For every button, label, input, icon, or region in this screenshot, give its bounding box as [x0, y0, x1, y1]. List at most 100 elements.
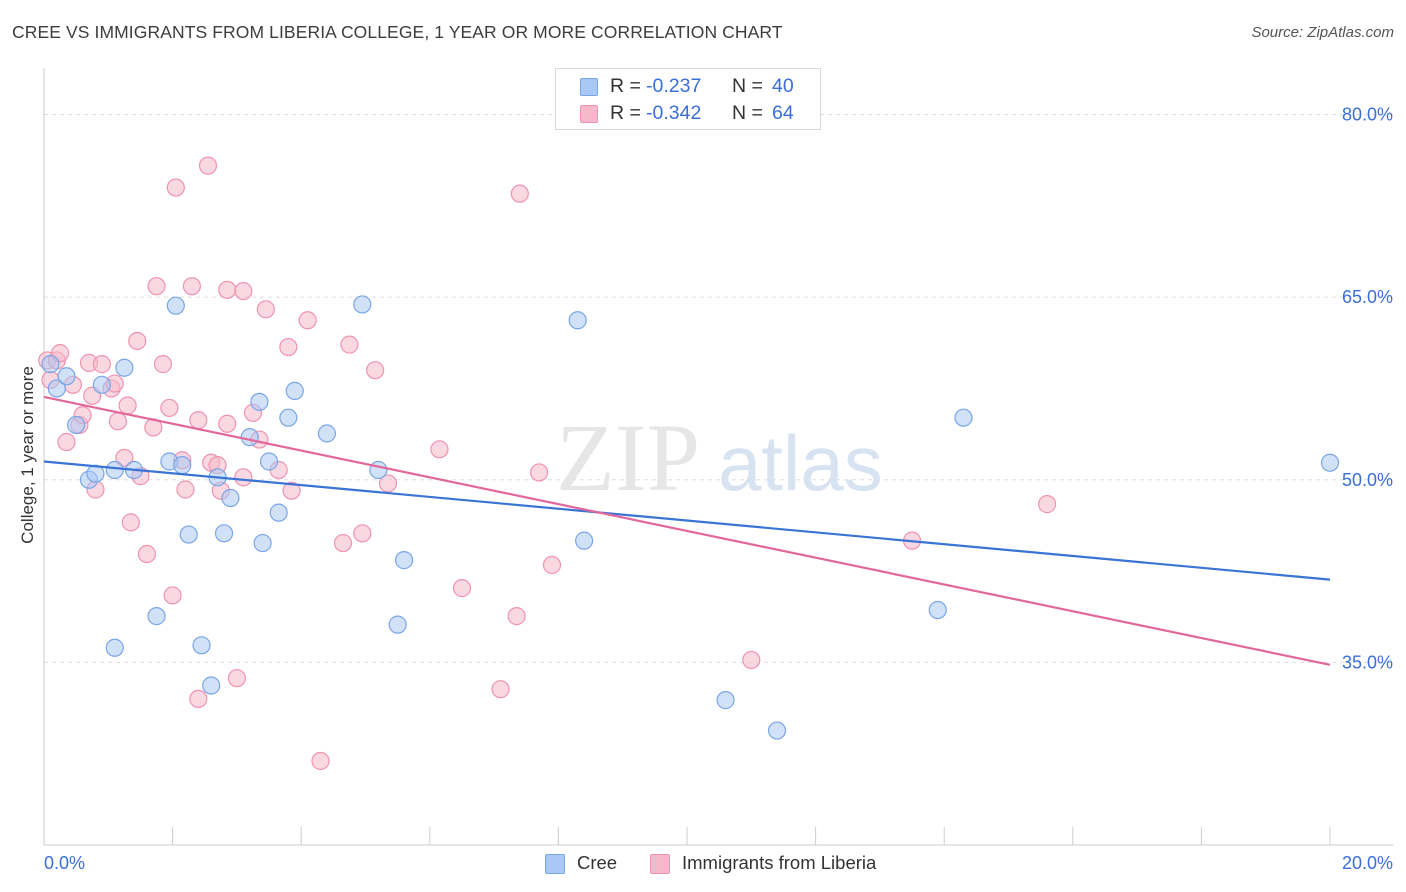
cree-point — [179, 525, 198, 544]
liberia-point — [218, 280, 237, 299]
cree-point — [1320, 453, 1340, 472]
series-liberia-points — [38, 156, 1057, 771]
grid-layer — [44, 114, 1393, 663]
liberia-point — [108, 412, 128, 431]
liberia-point — [279, 337, 298, 357]
liberia-point — [153, 355, 173, 374]
liberia-point — [198, 156, 218, 175]
liberia-swatch — [580, 105, 598, 123]
cree-point — [259, 452, 279, 471]
liberia-point — [115, 448, 134, 467]
liberia-point — [530, 463, 549, 482]
cree-point — [57, 367, 76, 386]
liberia-point — [311, 751, 330, 771]
correlation-legend: R = -0.237 N = 40 R = -0.342 N = 64 — [555, 68, 821, 130]
cree-point — [202, 676, 221, 695]
cree-point — [214, 524, 234, 543]
trend-lines — [43, 395, 1331, 666]
watermark-zip: ZIP — [556, 404, 700, 511]
cree-trend-line — [43, 460, 1331, 581]
cree-point — [369, 460, 388, 480]
liberia-point — [92, 355, 111, 374]
cree-point — [105, 460, 124, 480]
cree-point — [173, 456, 192, 475]
series-legend: Cree Immigrants from Liberia — [0, 852, 1406, 878]
y-tick-label: 80.0% — [1342, 105, 1393, 125]
liberia-point — [128, 331, 147, 351]
cree-point — [115, 358, 134, 377]
x-tick-label-min: 0.0% — [44, 853, 85, 873]
liberia-point — [1037, 495, 1057, 514]
liberia-point — [160, 398, 179, 418]
r-value: -0.342 — [646, 102, 702, 124]
cree-point — [221, 488, 240, 508]
y-tick-label: 35.0% — [1342, 652, 1393, 672]
r-label: R = — [610, 75, 641, 97]
liberia-point — [333, 533, 353, 553]
y-tick-label: 50.0% — [1342, 470, 1393, 490]
n-value: 64 — [772, 102, 794, 124]
liberia-point — [542, 555, 562, 575]
liberia-swatch — [650, 854, 670, 874]
liberia-point — [57, 432, 76, 452]
axis-layer: 35.0% 50.0% 65.0% 80.0% 0.0% 20.0% — [43, 68, 1393, 873]
liberia-point — [234, 281, 253, 301]
legend-label-liberia: Immigrants from Liberia — [682, 852, 877, 873]
cree-point — [250, 392, 269, 411]
y-axis-label: College, 1 year or more — [18, 366, 37, 544]
cree-point — [41, 355, 60, 374]
liberia-point — [378, 474, 398, 493]
n-label: N = — [732, 75, 763, 97]
source-label: Source: ZipAtlas.com — [1251, 24, 1394, 41]
legend-label-cree: Cree — [577, 852, 618, 873]
cree-point — [279, 408, 298, 427]
x-tick-label-max: 20.0% — [1342, 853, 1393, 873]
cree-point — [716, 691, 735, 710]
n-value: 40 — [772, 75, 794, 97]
liberia-point — [353, 524, 372, 543]
cree-point — [575, 531, 594, 550]
cree-point — [192, 636, 211, 655]
liberia-point — [189, 689, 208, 709]
cree-swatch — [580, 78, 598, 96]
liberia-point — [430, 440, 449, 459]
liberia-point — [491, 680, 510, 699]
liberia-point — [340, 335, 359, 354]
liberia-point — [298, 311, 317, 330]
r-value: -0.237 — [646, 75, 702, 97]
cree-point — [92, 375, 111, 394]
cree-point — [928, 600, 947, 620]
watermark-atlas: atlas — [718, 419, 883, 507]
cree-point — [394, 551, 414, 570]
series-cree-points — [41, 295, 1340, 740]
liberia-point — [166, 178, 185, 197]
liberia-point — [282, 481, 301, 500]
r-label: R = — [610, 102, 641, 124]
liberia-point — [452, 579, 472, 598]
liberia-point — [227, 669, 246, 688]
liberia-point — [182, 277, 201, 296]
cree-point — [240, 428, 259, 447]
liberia-point — [176, 480, 195, 499]
cree-point — [388, 615, 407, 634]
watermark: ZIP atlas — [556, 404, 883, 511]
cree-swatch — [545, 854, 565, 874]
cree-point — [269, 503, 288, 522]
liberia-point — [118, 396, 137, 415]
cree-point — [253, 533, 272, 553]
cree-point — [166, 296, 185, 315]
liberia-point — [147, 277, 166, 296]
liberia-point — [742, 650, 761, 670]
liberia-point — [366, 361, 385, 380]
liberia-point — [189, 411, 208, 430]
cree-point — [767, 721, 787, 740]
liberia-point — [507, 607, 526, 626]
cree-point — [285, 381, 304, 400]
n-label: N = — [732, 102, 763, 124]
cree-point — [568, 311, 587, 330]
chart-title: CREE VS IMMIGRANTS FROM LIBERIA COLLEGE,… — [12, 22, 783, 42]
liberia-point — [137, 544, 156, 564]
cree-point — [353, 295, 372, 314]
liberia-point — [121, 513, 140, 532]
